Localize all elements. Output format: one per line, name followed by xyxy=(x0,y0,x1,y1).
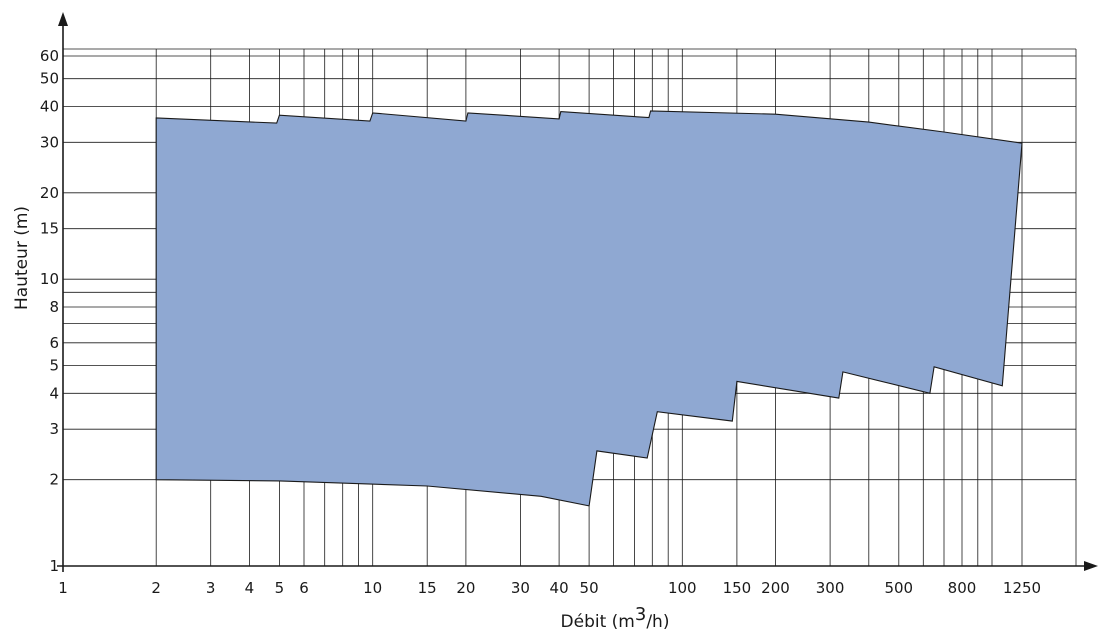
y-tick-label: 40 xyxy=(40,98,59,116)
x-tick-labels: 1 2 3 4 5 6 10 15 20 30 40 50 100 150 200 300 500 800 1250 xyxy=(58,579,1041,597)
y-tick-label: 3 xyxy=(49,420,59,438)
y-tick-label: 4 xyxy=(49,384,59,402)
x-tick-label: 800 xyxy=(948,579,977,597)
x-axis-arrow-icon xyxy=(1084,561,1098,571)
y-tick-label: 50 xyxy=(40,70,59,88)
y-tick-label: 60 xyxy=(40,47,59,65)
x-tick-label: 150 xyxy=(723,579,752,597)
x-tick-label: 5 xyxy=(275,579,285,597)
x-tick-label: 6 xyxy=(299,579,309,597)
y-tick-label: 1 xyxy=(49,557,59,575)
x-axis-label: Débit (m3/h) xyxy=(561,604,670,632)
x-tick-label: 300 xyxy=(816,579,845,597)
y-tick-label: 15 xyxy=(40,220,59,238)
x-tick-label: 1 xyxy=(58,579,68,597)
y-axis-arrow-icon xyxy=(58,12,68,26)
x-axis-label-tail: /h) xyxy=(646,612,669,632)
y-tick-label: 30 xyxy=(40,133,59,151)
x-tick-label: 4 xyxy=(245,579,255,597)
x-tick-label: 2 xyxy=(151,579,161,597)
y-tick-label: 10 xyxy=(40,270,59,288)
x-tick-label: 10 xyxy=(363,579,382,597)
x-tick-label: 200 xyxy=(761,579,790,597)
y-tick-label: 2 xyxy=(49,471,59,489)
x-tick-label: 1250 xyxy=(1003,579,1041,597)
y-tick-label: 6 xyxy=(49,334,59,352)
x-tick-label: 15 xyxy=(418,579,437,597)
y-axis-label: Hauteur (m) xyxy=(12,206,32,310)
x-tick-label: 50 xyxy=(580,579,599,597)
x-tick-label: 500 xyxy=(884,579,913,597)
y-tick-label: 8 xyxy=(49,298,59,316)
x-tick-label: 40 xyxy=(550,579,569,597)
x-tick-label: 3 xyxy=(206,579,216,597)
x-axis-label-main: Débit (m xyxy=(561,612,635,632)
operating-range-area xyxy=(155,110,1023,507)
y-tick-label: 5 xyxy=(49,357,59,375)
operating-range-polygon xyxy=(155,110,1023,507)
axes xyxy=(57,12,1098,572)
x-tick-label: 100 xyxy=(668,579,697,597)
x-tick-label: 30 xyxy=(511,579,530,597)
x-axis-label-superscript: 3 xyxy=(635,604,646,625)
y-tick-labels: 1 2 3 4 5 6 8 10 15 20 30 40 50 60 xyxy=(40,47,59,575)
x-tick-label: 20 xyxy=(456,579,475,597)
y-tick-label: 20 xyxy=(40,184,59,202)
